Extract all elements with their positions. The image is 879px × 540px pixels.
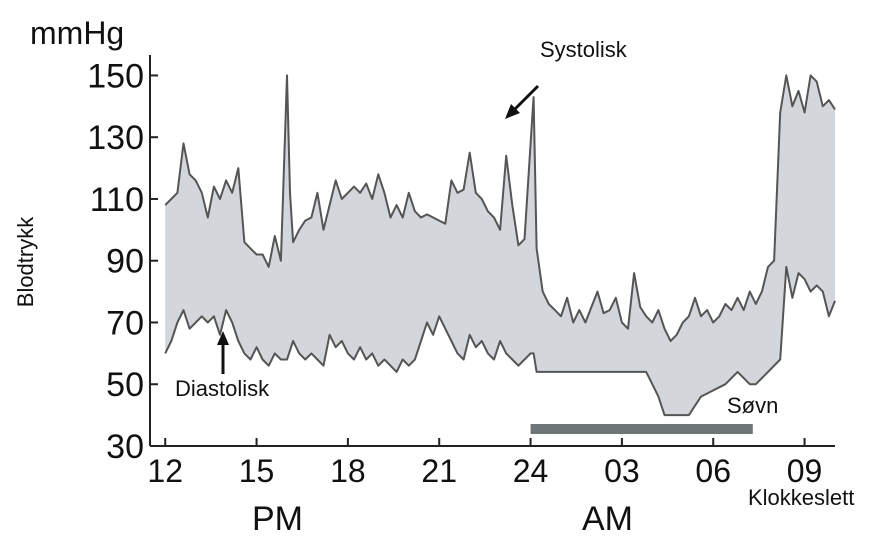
- x-tick-label: 15: [239, 453, 275, 489]
- x-tick-label: 24: [513, 453, 549, 489]
- y-tick-label: 150: [87, 57, 144, 95]
- sleep-label: Søvn: [727, 393, 778, 418]
- y-axis-title: Blodtrykk: [13, 216, 38, 307]
- series-lines: [164, 74, 836, 417]
- annotation-systolic: Systolisk: [540, 37, 628, 62]
- y-tick-label: 70: [106, 304, 144, 342]
- diastolic-line: [164, 265, 836, 417]
- period-label-am: AM: [582, 500, 633, 538]
- y-tick-label: 130: [87, 119, 144, 157]
- pressure-band-area: [165, 75, 835, 416]
- y-tick-label: 110: [90, 181, 144, 219]
- x-tick-label: 12: [147, 453, 183, 489]
- sleep-bar: [530, 424, 753, 434]
- y-tick-label: 30: [106, 428, 144, 466]
- y-tick-label: 50: [106, 366, 144, 404]
- period-label-pm: PM: [252, 500, 303, 538]
- y-tick-label: 90: [106, 243, 144, 281]
- x-tick-label: 06: [695, 453, 731, 489]
- axes: [149, 55, 835, 447]
- x-tick-label: 09: [787, 453, 823, 489]
- annotation-diastolic-arrowhead: [217, 331, 229, 345]
- x-axis-title: Klokkeslett: [748, 485, 854, 510]
- annotation-systolic-arrowhead: [505, 104, 520, 119]
- y-unit-label: mmHg: [30, 15, 124, 51]
- x-tick-label: 21: [421, 453, 457, 489]
- x-tick-label: 18: [330, 453, 366, 489]
- pressure-band: [165, 75, 835, 416]
- systolic-line: [164, 74, 836, 342]
- x-tick-label: 03: [604, 453, 640, 489]
- annotation-diastolic: Diastolisk: [175, 376, 270, 401]
